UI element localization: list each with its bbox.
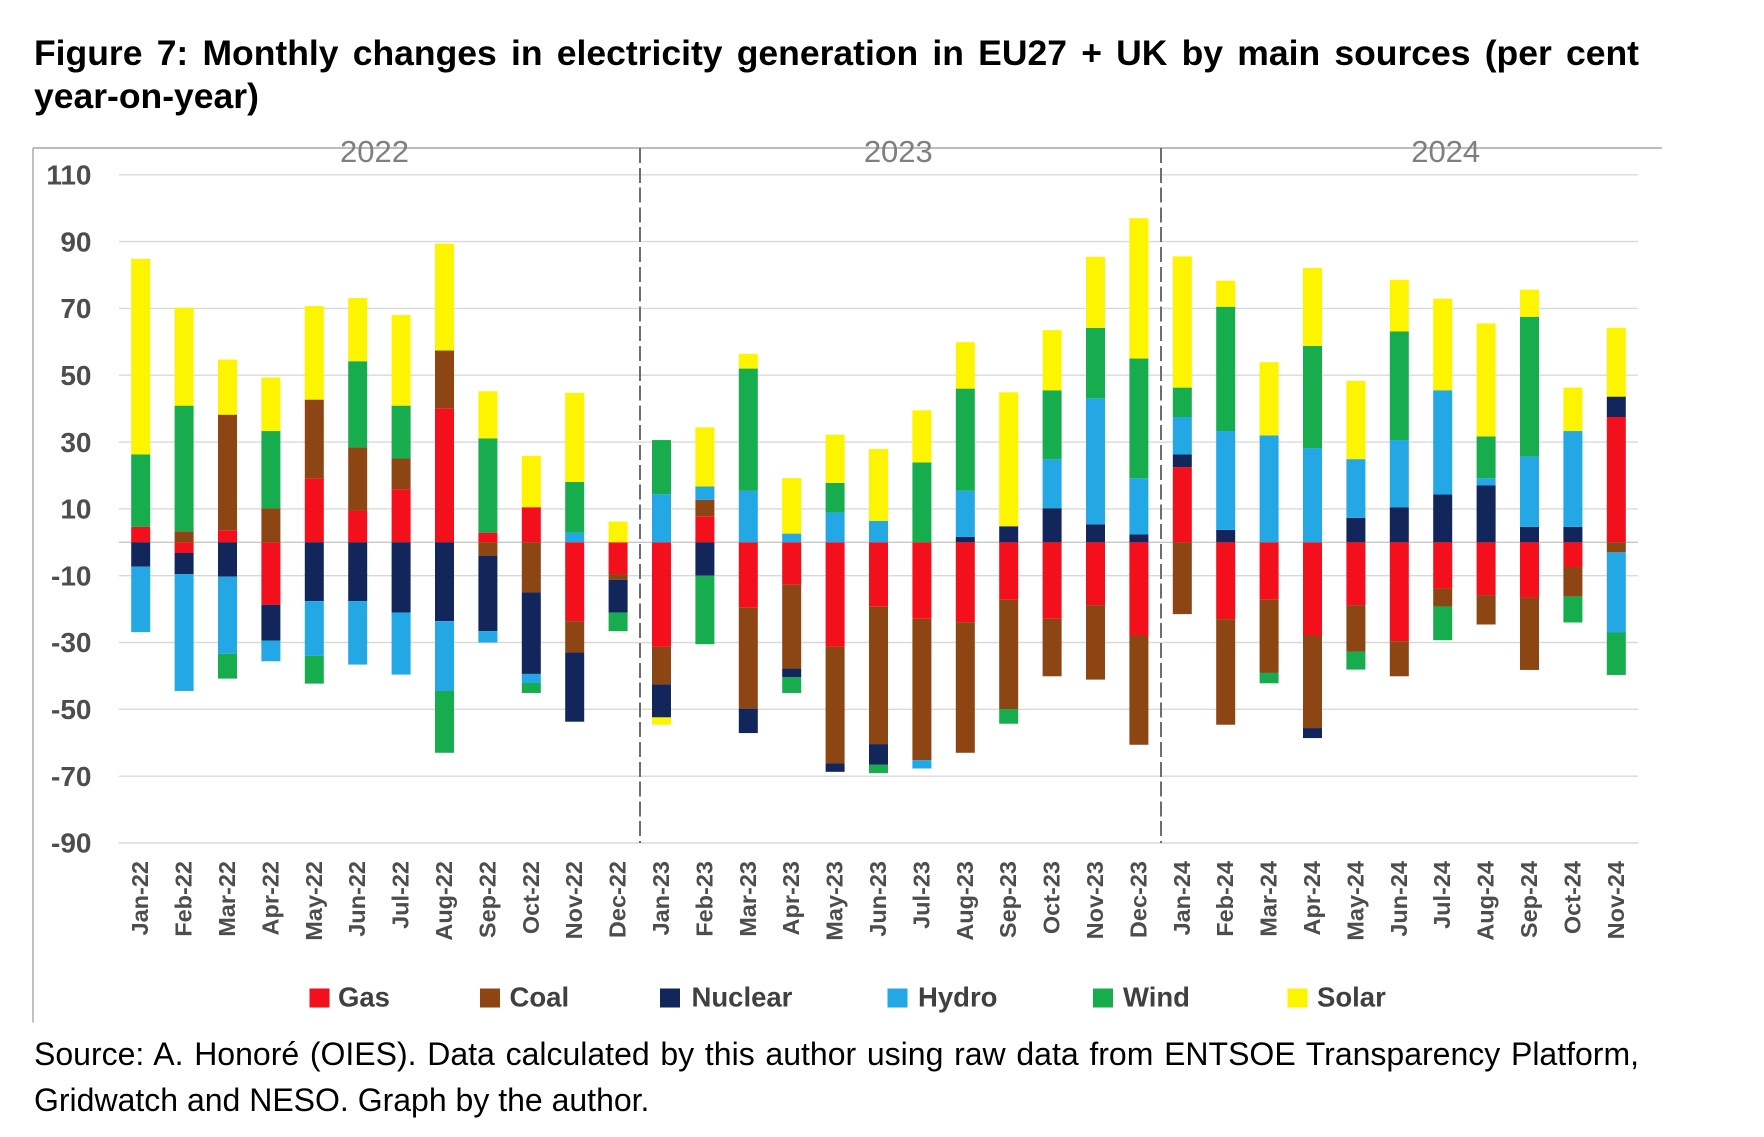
svg-text:10: 10: [60, 494, 91, 525]
svg-text:Solar: Solar: [1317, 982, 1386, 1013]
svg-text:Aug-23: Aug-23: [952, 861, 978, 941]
svg-text:Aug-22: Aug-22: [431, 861, 457, 941]
svg-text:Oct-24: Oct-24: [1559, 861, 1585, 934]
svg-text:Nov-24: Nov-24: [1603, 861, 1629, 939]
svg-text:May-23: May-23: [822, 861, 848, 941]
svg-text:Feb-23: Feb-23: [691, 861, 717, 937]
svg-text:-10: -10: [51, 560, 91, 591]
svg-text:Oct-22: Oct-22: [518, 861, 544, 934]
svg-text:Aug-24: Aug-24: [1473, 861, 1499, 941]
svg-text:Feb-24: Feb-24: [1212, 861, 1238, 937]
svg-text:-90: -90: [51, 828, 91, 859]
svg-text:Nov-23: Nov-23: [1082, 861, 1108, 939]
svg-text:2024: 2024: [1411, 134, 1480, 169]
svg-text:Mar-24: Mar-24: [1256, 861, 1282, 937]
svg-text:Dec-22: Dec-22: [605, 861, 631, 938]
svg-text:2023: 2023: [864, 134, 933, 169]
svg-text:50: 50: [60, 360, 91, 391]
svg-text:-70: -70: [51, 761, 91, 792]
svg-text:Sep-22: Sep-22: [474, 861, 500, 938]
svg-text:May-22: May-22: [301, 861, 327, 941]
svg-text:Gas: Gas: [338, 982, 390, 1013]
svg-text:Jun-22: Jun-22: [344, 861, 370, 937]
svg-text:-50: -50: [51, 694, 91, 725]
svg-text:30: 30: [60, 427, 91, 458]
svg-text:Jul-22: Jul-22: [388, 861, 414, 929]
svg-text:Jun-24: Jun-24: [1386, 861, 1412, 937]
svg-text:Nov-22: Nov-22: [561, 861, 587, 939]
svg-text:Apr-23: Apr-23: [778, 861, 804, 935]
svg-text:-30: -30: [51, 627, 91, 658]
svg-text:70: 70: [60, 293, 91, 324]
svg-text:Apr-24: Apr-24: [1299, 861, 1325, 935]
svg-text:Jan-24: Jan-24: [1169, 861, 1195, 935]
svg-text:Hydro: Hydro: [918, 982, 997, 1013]
svg-text:Jun-23: Jun-23: [865, 861, 891, 937]
svg-text:Jan-22: Jan-22: [127, 861, 153, 935]
svg-text:Mar-23: Mar-23: [735, 861, 761, 937]
svg-text:2022: 2022: [340, 134, 409, 169]
svg-text:Apr-22: Apr-22: [257, 861, 283, 935]
svg-text:Jan-23: Jan-23: [648, 861, 674, 935]
svg-text:90: 90: [60, 226, 91, 257]
svg-text:Coal: Coal: [510, 982, 570, 1013]
svg-text:Sep-23: Sep-23: [995, 861, 1021, 938]
svg-text:Oct-23: Oct-23: [1039, 861, 1065, 934]
svg-text:Jul-24: Jul-24: [1429, 861, 1455, 929]
svg-text:Wind: Wind: [1123, 982, 1190, 1013]
svg-text:Mar-22: Mar-22: [214, 861, 240, 937]
svg-text:Jul-23: Jul-23: [908, 861, 934, 929]
svg-text:Nuclear: Nuclear: [692, 982, 793, 1013]
svg-text:110: 110: [46, 160, 91, 191]
svg-text:Sep-24: Sep-24: [1516, 861, 1542, 938]
svg-text:May-24: May-24: [1342, 861, 1368, 941]
svg-text:Feb-22: Feb-22: [171, 861, 197, 937]
svg-text:Dec-23: Dec-23: [1125, 861, 1151, 938]
